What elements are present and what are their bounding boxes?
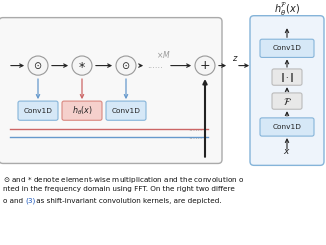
Text: Conv1D: Conv1D [273, 124, 302, 130]
Text: $\mathcal{F}$: $\mathcal{F}$ [283, 96, 291, 107]
FancyBboxPatch shape [250, 16, 324, 165]
Text: Conv1D: Conv1D [273, 45, 302, 51]
Text: $\odot$: $\odot$ [33, 60, 43, 71]
Text: z: z [232, 54, 236, 63]
Text: ......: ...... [147, 61, 163, 70]
Text: (3): (3) [25, 198, 35, 205]
Text: Conv1D: Conv1D [111, 108, 141, 114]
Text: $\odot$ and $*$ denote element-wise multiplication and the convolution o: $\odot$ and $*$ denote element-wise mult… [3, 175, 244, 185]
Text: as shift-invariant convolution kernels, are depicted.: as shift-invariant convolution kernels, … [34, 198, 222, 204]
Circle shape [195, 56, 215, 75]
Text: $\|\cdot\|$: $\|\cdot\|$ [280, 71, 294, 84]
Text: ......: ...... [188, 132, 202, 141]
FancyBboxPatch shape [272, 69, 302, 85]
FancyBboxPatch shape [0, 18, 222, 163]
FancyBboxPatch shape [18, 101, 58, 120]
Text: $x$: $x$ [283, 147, 291, 157]
Circle shape [72, 56, 92, 75]
FancyBboxPatch shape [62, 101, 102, 120]
Text: $h_\theta(x)$: $h_\theta(x)$ [71, 104, 93, 117]
Text: ......: ...... [188, 124, 202, 134]
Text: $+$: $+$ [200, 59, 211, 72]
Text: Conv1D: Conv1D [23, 108, 52, 114]
FancyBboxPatch shape [106, 101, 146, 120]
Text: nted in the frequency domain using FFT. On the right two differe: nted in the frequency domain using FFT. … [3, 186, 235, 193]
FancyBboxPatch shape [260, 118, 314, 136]
Text: $*$: $*$ [78, 59, 86, 72]
FancyBboxPatch shape [260, 39, 314, 57]
Text: o and: o and [3, 198, 25, 204]
Text: $h_\theta^\mathcal{F}(x)$: $h_\theta^\mathcal{F}(x)$ [274, 1, 300, 18]
Text: $\times M$: $\times M$ [156, 49, 170, 60]
Circle shape [116, 56, 136, 75]
Text: $\odot$: $\odot$ [121, 60, 131, 71]
FancyBboxPatch shape [272, 93, 302, 109]
Circle shape [28, 56, 48, 75]
